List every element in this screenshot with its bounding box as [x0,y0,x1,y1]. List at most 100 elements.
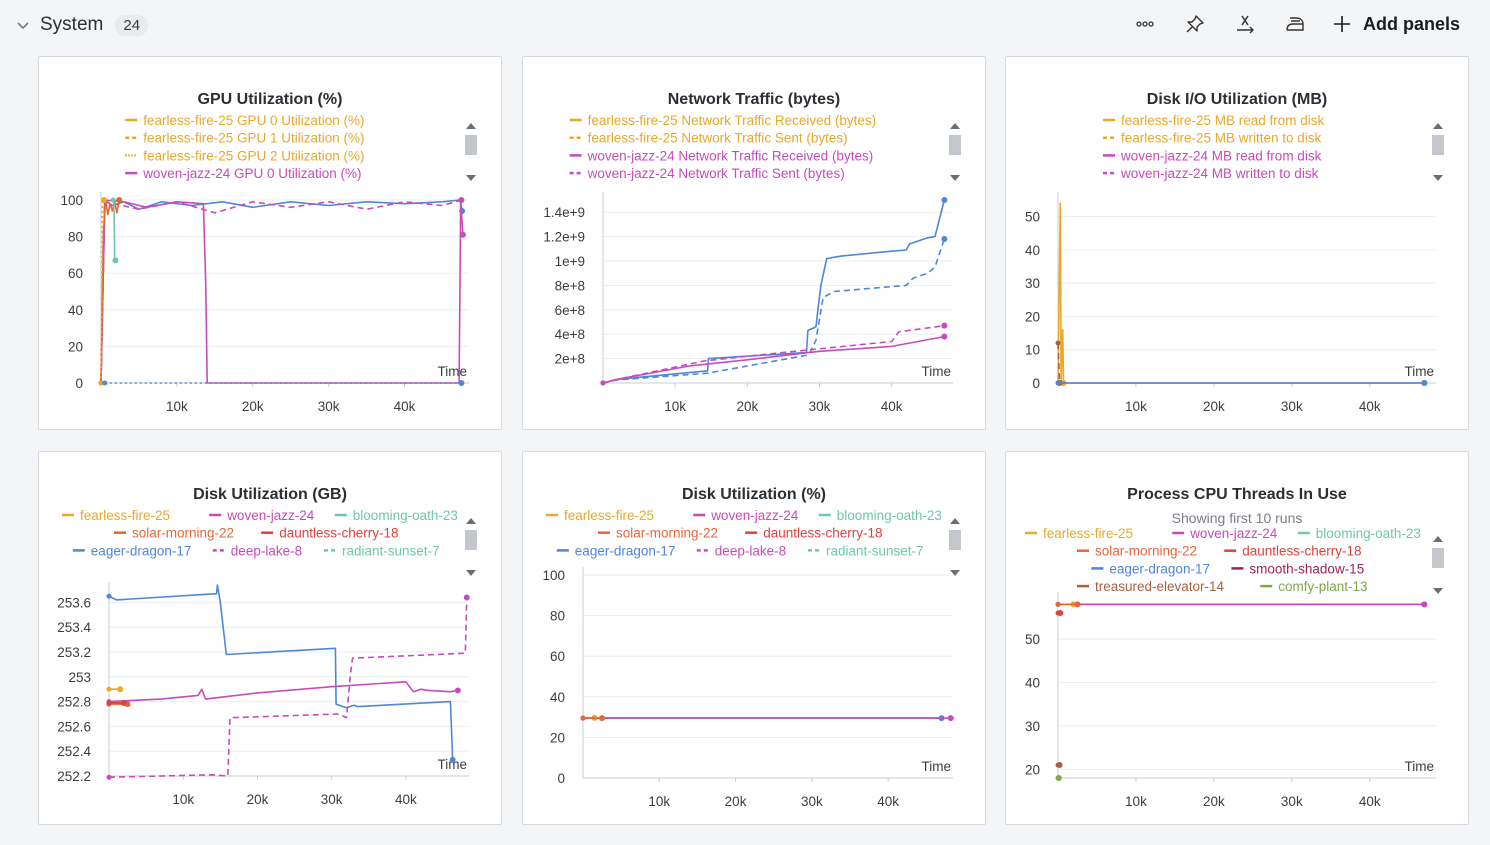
series-line[interactable] [108,597,468,778]
legend-item[interactable]: woven-jazz-24 [1172,526,1278,541]
chart-canvas[interactable]: fearless-fire-25 woven-jazz-24 blooming-oa… [1006,452,1470,826]
panel-disk-io-utilization[interactable]: Disk I/O Utilization (MB) fearless-fire-2… [1005,56,1469,430]
series-end-point[interactable] [1074,601,1081,608]
series-start-point[interactable] [106,700,112,706]
series-start-point[interactable] [1055,775,1061,781]
series-line[interactable] [108,681,459,703]
series-start-point[interactable] [1055,601,1061,607]
legend-item[interactable]: treasured-elevator-14 [1077,579,1225,594]
legend-item[interactable]: solar-morning-22 [1077,544,1197,559]
series-start-point[interactable] [106,593,112,599]
more-options-icon[interactable] [1133,12,1157,36]
series-end-point[interactable] [120,699,127,706]
series-end-point[interactable] [112,257,119,264]
series-start-point[interactable] [1055,340,1061,346]
series-end-point[interactable] [1421,380,1428,386]
legend-item[interactable]: solar-morning-22 [598,526,718,541]
series-line[interactable] [1057,343,1061,384]
scroll-down-icon[interactable] [466,175,476,181]
series-end-point[interactable] [116,197,123,203]
legend-item[interactable]: woven-jazz-24 [209,508,315,523]
series-end-point[interactable] [458,380,465,386]
series-line[interactable] [100,199,462,384]
scroll-thumb[interactable] [949,530,961,550]
section-toggle[interactable]: System 24 [14,14,149,36]
legend-item[interactable]: fearless-fire-25 MB read from disk [1103,113,1325,128]
legend-item[interactable]: fearless-fire-25 GPU 1 Utilization (%) [125,131,365,146]
series-start-point[interactable] [1055,610,1061,616]
smoothing-iron-icon[interactable] [1283,12,1307,36]
legend-item[interactable]: fearless-fire-25 GPU 2 Utilization (%) [125,148,365,163]
series-line[interactable] [100,199,463,384]
legend-item[interactable]: woven-jazz-24 MB read from disk [1103,148,1322,163]
scroll-down-icon[interactable] [466,570,476,576]
series-end-point[interactable] [941,236,948,243]
scroll-up-icon[interactable] [466,123,476,129]
series-end-point[interactable] [599,715,606,722]
series-start-point[interactable] [106,774,112,780]
series-start-point[interactable] [600,380,606,386]
legend-scrollbar[interactable] [461,117,481,187]
legend-item[interactable]: fearless-fire-25 Network Traffic Receive… [569,113,877,128]
series-line[interactable] [100,199,104,384]
scroll-thumb[interactable] [949,135,961,155]
series-end-point[interactable] [1421,601,1428,608]
chart-canvas[interactable]: fearless-fire-25 woven-jazz-24 blooming-oa… [523,452,987,826]
series-end-point[interactable] [449,756,456,763]
scroll-up-icon[interactable] [466,518,476,524]
pin-icon[interactable] [1183,12,1207,36]
scroll-down-icon[interactable] [1433,588,1443,594]
legend-scrollbar[interactable] [945,512,965,582]
series-end-point[interactable] [941,333,948,340]
scroll-thumb[interactable] [1432,135,1444,155]
legend-item[interactable]: deep-lake-8 [212,543,302,558]
series-line[interactable] [602,238,946,384]
legend-item[interactable]: woven-jazz-24 [693,508,799,523]
series-start-point[interactable] [98,380,104,386]
legend-item[interactable]: woven-jazz-24 Network Traffic Sent (byte… [569,166,845,181]
chart-canvas[interactable]: fearless-fire-25 MB read from disk fearle… [1006,57,1470,431]
series-line[interactable] [108,584,454,760]
legend-item[interactable]: woven-jazz-24 MB written to disk [1103,166,1319,181]
scroll-up-icon[interactable] [1433,123,1443,129]
legend-item[interactable]: dauntless-cherry-18 [1224,544,1362,559]
legend-item[interactable]: blooming-oath-23 [818,508,942,523]
series-line[interactable] [602,199,946,384]
legend-item[interactable]: woven-jazz-24 GPU 0 Utilization (%) [125,166,362,181]
legend-item[interactable]: radiant-sunset-7 [808,543,924,558]
panel-network-traffic[interactable]: Network Traffic (bytes) fearless-fire-25 … [522,56,986,430]
legend-item[interactable]: radiant-sunset-7 [324,543,440,558]
series-end-point[interactable] [458,197,465,203]
legend-item[interactable]: woven-jazz-24 Network Traffic Received (… [569,148,874,163]
legend-item[interactable]: eager-dragon-17 [72,543,192,558]
add-panels-button[interactable]: Add panels [1333,14,1460,35]
legend-item[interactable]: eager-dragon-17 [556,543,676,558]
series-start-point[interactable] [580,715,586,721]
series-end-point[interactable] [463,594,470,601]
series-end-point[interactable] [459,231,466,238]
series-start-point[interactable] [110,197,116,203]
legend-item[interactable]: fearless-fire-25 MB written to disk [1103,131,1322,146]
legend-item[interactable]: fearless-fire-25 GPU 0 Utilization (%) [125,113,365,128]
legend-item[interactable]: fearless-fire-25 Network Traffic Sent (b… [569,131,848,146]
series-line[interactable] [100,199,464,384]
series-end-point[interactable] [117,686,124,693]
series-end-point[interactable] [454,687,461,694]
x-axis-icon[interactable] [1233,12,1257,36]
series-start-point[interactable] [1055,380,1061,386]
legend-scrollbar[interactable] [945,117,965,187]
legend-item[interactable]: dauntless-cherry-18 [261,526,399,541]
series-start-point[interactable] [106,686,112,692]
legend-item[interactable]: dauntless-cherry-18 [745,526,883,541]
series-line[interactable] [602,324,945,384]
series-end-point[interactable] [947,715,954,722]
scroll-thumb[interactable] [1432,548,1444,568]
legend-scrollbar[interactable] [1428,117,1448,187]
legend-scrollbar[interactable] [1428,530,1448,600]
series-line[interactable] [113,199,117,261]
scroll-up-icon[interactable] [1433,536,1443,542]
scroll-thumb[interactable] [465,135,477,155]
series-line[interactable] [100,199,120,384]
legend-item[interactable]: fearless-fire-25 [546,508,654,523]
panel-gpu-utilization[interactable]: GPU Utilization (%) fearless-fire-25 GPU … [38,56,502,430]
